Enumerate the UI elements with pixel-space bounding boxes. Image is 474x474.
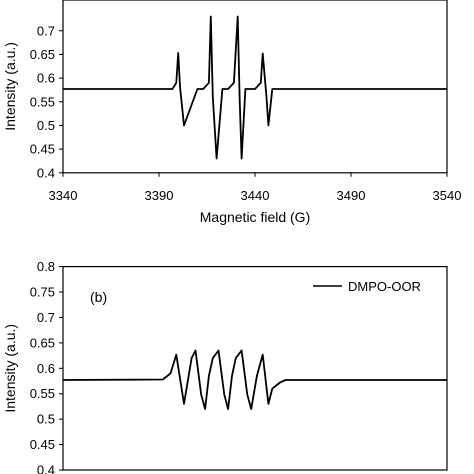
x-tick-label: 3390 <box>145 188 174 203</box>
x-tick-label: 3490 <box>337 188 366 203</box>
y-tick-label: 0.65 <box>30 335 55 350</box>
plot-frame <box>62 266 448 471</box>
y-tick-label: 0.7 <box>37 310 55 325</box>
y-tick-label: 0.5 <box>37 118 55 133</box>
y-tick-label: 0.6 <box>37 361 55 376</box>
y-tick-label: 0.8 <box>37 259 55 274</box>
series-line-dmpo-oor <box>62 349 447 410</box>
panel-a: 0.4 0.45 0.5 0.55 0.6 0.65 0.7 3340 3390 3440 3490… <box>2 0 461 225</box>
y-tick-label: 0.65 <box>30 47 55 62</box>
y-tick-label: 0.45 <box>30 437 55 452</box>
x-tick-label: 3440 <box>241 188 270 203</box>
y-tick-label: 0.4 <box>37 463 55 474</box>
y-tick-label: 0.5 <box>37 412 55 427</box>
x-tick-label: 3340 <box>49 188 78 203</box>
plot-frame <box>62 0 448 174</box>
y-tick-label: 0.75 <box>30 285 55 300</box>
panel-b: 0.4 0.45 0.5 0.55 0.6 0.65 0.7 0.75 0.8 Intensity… <box>2 259 448 474</box>
series-line-spectrum <box>63 15 447 160</box>
y-tick-label: 0.55 <box>30 94 55 109</box>
y-tick-label: 0.4 <box>37 165 55 180</box>
y-tick-label: 0.7 <box>37 23 55 38</box>
y-tick-label: 0.55 <box>30 386 55 401</box>
panel-label: (b) <box>90 289 107 305</box>
y-axis-title: Intensity (a.u.) <box>2 42 18 131</box>
x-axis-title: Magnetic field (G) <box>200 209 310 225</box>
y-tick-label: 0.6 <box>37 71 55 86</box>
legend-label: DMPO-OOR <box>348 279 421 294</box>
x-tick-label: 3540 <box>433 188 462 203</box>
y-tick-label: 0.45 <box>30 142 55 157</box>
y-axis-title: Intensity (a.u.) <box>2 324 18 413</box>
